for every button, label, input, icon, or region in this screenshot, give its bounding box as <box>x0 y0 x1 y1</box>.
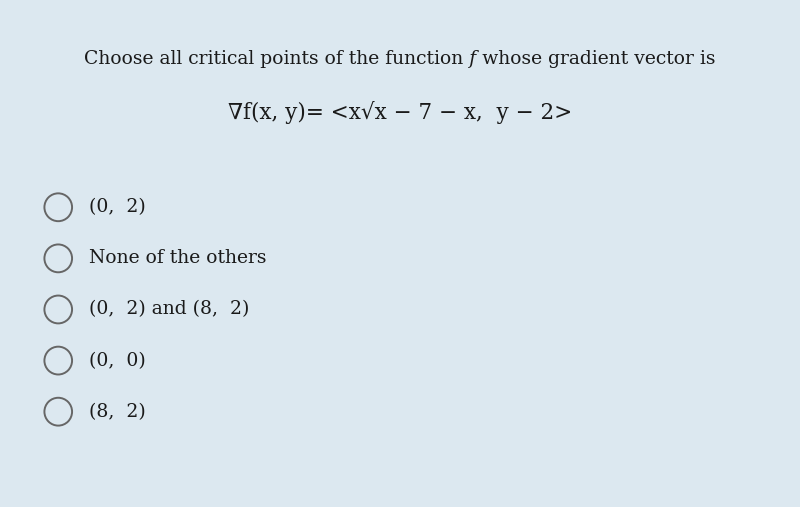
Text: ∇f(x, y)= <x√x − 7 − x,  y − 2>: ∇f(x, y)= <x√x − 7 − x, y − 2> <box>228 101 572 124</box>
Ellipse shape <box>45 296 72 323</box>
Ellipse shape <box>45 347 72 375</box>
Text: (0,  0): (0, 0) <box>89 351 146 370</box>
Ellipse shape <box>45 193 72 221</box>
Text: (0,  2) and (8,  2): (0, 2) and (8, 2) <box>89 301 250 318</box>
Ellipse shape <box>45 244 72 272</box>
Text: (0,  2): (0, 2) <box>89 198 146 216</box>
Text: (8,  2): (8, 2) <box>89 403 146 421</box>
Text: None of the others: None of the others <box>89 249 266 267</box>
Text: Choose all critical points of the function 𝑓 whose gradient vector is: Choose all critical points of the functi… <box>84 50 716 68</box>
Ellipse shape <box>45 398 72 425</box>
